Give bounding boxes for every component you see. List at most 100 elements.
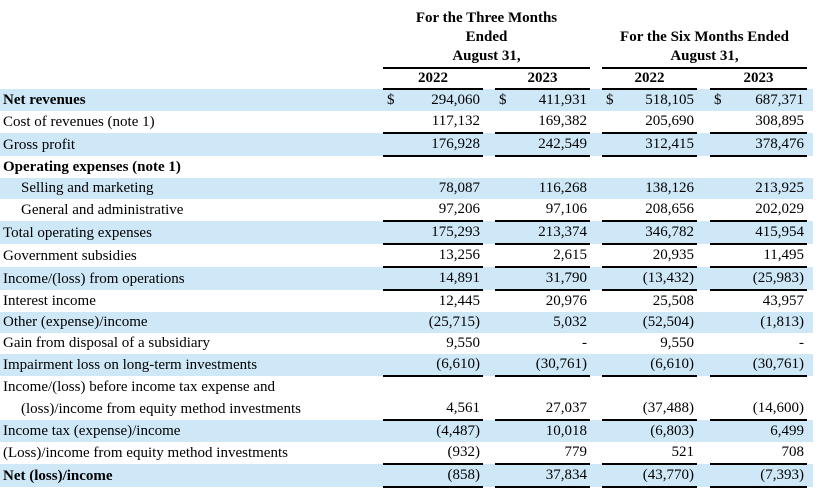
column-gap	[483, 354, 495, 376]
header-group-three-months: For the Three Months Ended August 31,	[383, 0, 590, 69]
currency-symbol-cell	[710, 221, 728, 245]
column-gap	[590, 133, 602, 156]
currency-symbol-cell	[710, 442, 728, 465]
column-gap	[697, 156, 710, 178]
value-cell: 25,508	[652, 293, 694, 309]
column-gap	[590, 312, 602, 333]
row-filler	[807, 199, 813, 221]
value-cell: 708	[728, 442, 808, 465]
currency-symbol-cell	[383, 221, 401, 245]
value-cell	[401, 376, 483, 398]
column-gap	[590, 354, 602, 376]
header-gap	[483, 68, 495, 89]
value-cell: 312,415	[620, 133, 697, 157]
column-gap	[483, 221, 495, 244]
row-label: Income/(loss) before income tax expense …	[3, 379, 275, 395]
currency-symbol-cell	[495, 111, 513, 134]
currency-symbol-cell	[383, 199, 401, 222]
currency-symbol-cell	[495, 221, 513, 245]
financial-statement-page: For the Three Months Ended August 31, Fo…	[0, 0, 814, 488]
row-label: Income/(loss) from operations	[0, 267, 383, 290]
column-gap	[590, 89, 602, 111]
column-gap	[483, 156, 495, 178]
currency-symbol-cell	[495, 398, 513, 421]
row-label: Gross profit	[0, 133, 383, 156]
value-cell: (43,770)	[620, 464, 697, 488]
value-cell: 20,976	[545, 293, 587, 309]
value-cell: 521	[620, 442, 697, 465]
header-gap	[590, 0, 602, 68]
value-cell: (7,393)	[728, 464, 808, 488]
column-gap	[483, 442, 495, 464]
value-cell: 116,268	[513, 178, 590, 199]
currency-symbol-cell	[602, 199, 620, 222]
row-label: Impairment loss on long-term investments	[0, 354, 383, 376]
value-cell: 213,374	[513, 221, 590, 245]
value-cell: 97,206	[401, 199, 483, 222]
currency-symbol-cell	[495, 333, 513, 354]
column-gap	[483, 333, 495, 354]
header-group-line: August 31,	[670, 48, 739, 64]
currency-symbol-cell	[495, 312, 513, 333]
column-gap	[697, 420, 710, 442]
table-row: Selling and marketing 78,087 116,268 138,12…	[0, 178, 814, 199]
currency-symbol-cell	[602, 442, 620, 465]
value-cell: 9,550	[660, 335, 694, 351]
row-label: (Loss)/income from equity method investm…	[3, 445, 288, 461]
column-gap	[590, 199, 602, 221]
value-cell: 97,106	[513, 199, 590, 222]
row-filler	[807, 267, 814, 290]
header-filler	[807, 68, 813, 89]
column-gap	[483, 312, 495, 333]
value-cell: (6,610)	[401, 354, 483, 377]
table-row: Total operating expenses 175,293 213,374 34…	[0, 221, 814, 245]
row-label: Income tax (expense)/income	[0, 420, 383, 442]
currency-symbol-cell	[602, 244, 620, 268]
value-cell: 169,382	[513, 111, 590, 134]
value-cell	[513, 376, 590, 398]
value-cell: (932)	[401, 442, 483, 465]
row-filler	[807, 354, 814, 376]
year-column-3m-2022: 2022	[383, 68, 483, 90]
currency-symbol-cell	[495, 156, 513, 178]
value-cell: (858)	[401, 464, 483, 488]
currency-symbol-cell	[495, 178, 513, 199]
currency-symbol-cell	[383, 354, 401, 377]
value-cell	[401, 156, 483, 178]
currency-symbol-cell	[383, 133, 401, 157]
row-label: Total operating expenses	[0, 221, 383, 244]
column-gap	[483, 290, 495, 312]
column-gap	[697, 199, 710, 221]
header-spacer	[0, 0, 383, 68]
value-cell: 687,371	[728, 89, 808, 111]
value-cell: 138,126	[620, 178, 697, 199]
value-cell: 78,087	[401, 178, 483, 199]
column-gap	[697, 244, 710, 267]
currency-symbol-cell	[710, 156, 728, 178]
column-gap	[590, 156, 602, 178]
value-cell: 2,615	[513, 244, 590, 268]
currency-symbol-cell	[602, 111, 620, 134]
value-cell: 37,834	[513, 464, 590, 488]
value-cell: 4,561	[401, 398, 483, 421]
currency-symbol-cell	[710, 178, 728, 199]
currency-symbol-cell	[602, 464, 620, 488]
currency-symbol-cell	[602, 133, 620, 157]
row-filler	[807, 442, 813, 464]
column-gap	[697, 133, 710, 156]
table-row: Income tax (expense)/income (4,487) 10,018…	[0, 420, 814, 442]
value-cell: 11,495	[728, 244, 808, 268]
table-row: Interest income 12,445 20,976 25,508 43,957	[0, 290, 813, 312]
value-cell: 202,029	[728, 199, 808, 222]
column-gap	[697, 333, 710, 354]
value-cell: (1,813)	[728, 312, 808, 333]
column-gap	[697, 290, 710, 312]
table-row: Net revenues $294,060 $411,931 $518,105 $687…	[0, 89, 814, 111]
value-cell: 242,549	[513, 133, 590, 157]
column-gap	[590, 442, 602, 464]
column-gap	[590, 420, 602, 442]
row-filler	[807, 290, 813, 312]
header-spacer	[0, 68, 383, 89]
currency-symbol-cell	[383, 244, 401, 268]
table-row: Other (expense)/income (25,715) 5,032 (52,5…	[0, 312, 814, 333]
